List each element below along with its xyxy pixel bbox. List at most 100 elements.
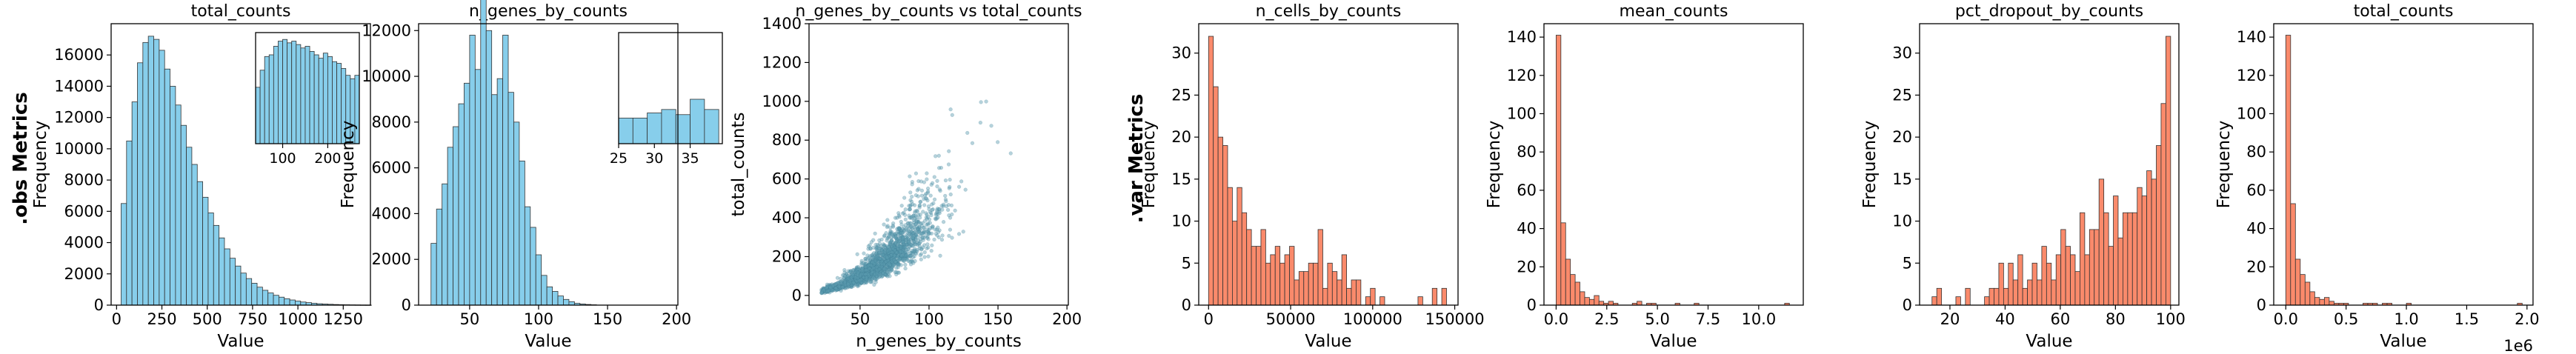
p3-point: [881, 253, 886, 258]
p3-point: [893, 241, 897, 246]
p1-title: total_counts: [191, 2, 291, 21]
p3-point: [884, 273, 888, 278]
p3-point: [863, 261, 868, 266]
p3-point: [888, 241, 892, 245]
p3-point: [890, 249, 894, 253]
p2-x-tick-label: 50: [460, 310, 480, 328]
p3-point: [874, 244, 879, 250]
p6-x-tick-label: 60: [2051, 310, 2071, 328]
p2-bar: [453, 126, 459, 306]
p3-x-tick-label: 50: [851, 310, 871, 328]
p1-inset-bar: [273, 46, 279, 144]
p3-point: [891, 251, 896, 256]
p3-point: [874, 264, 879, 269]
p3-point: [830, 284, 834, 289]
p3-point: [861, 261, 865, 266]
p2-x-tick-label: 150: [593, 310, 622, 328]
p3-point: [859, 273, 864, 278]
p3-point: [825, 287, 830, 292]
p3-point: [882, 267, 887, 271]
p3-point: [836, 285, 841, 290]
p3-point: [894, 236, 899, 241]
p3-point: [845, 278, 849, 283]
p3-point: [886, 258, 891, 262]
p3-point: [874, 267, 879, 272]
p3-point: [866, 273, 871, 278]
p3-point: [872, 266, 876, 270]
p3-point: [882, 267, 887, 271]
p3-x-tick-label: 200: [1052, 310, 1082, 328]
p3-point: [881, 272, 885, 276]
p3-point: [848, 281, 852, 285]
p3-point: [885, 258, 889, 264]
p2-bar: [436, 208, 443, 306]
p3-point: [825, 289, 830, 293]
p1-inset-bar: [264, 56, 270, 144]
p3-point: [891, 240, 895, 244]
p4-x-tick-label: 0: [1204, 310, 1214, 328]
p3-point: [888, 257, 893, 261]
p3-point: [881, 261, 885, 266]
p1-bar: [186, 147, 193, 306]
p3-point: [901, 227, 905, 231]
p3-point: [820, 289, 825, 293]
p1-bar: [245, 278, 253, 306]
p3-point: [896, 247, 900, 251]
p3-point: [855, 282, 860, 287]
p3-point: [916, 238, 920, 243]
p7-title: total_counts: [2354, 2, 2454, 21]
p1-bar: [251, 283, 258, 306]
p3-point: [925, 222, 930, 227]
p3-point: [919, 247, 924, 251]
p3-point: [882, 249, 886, 253]
p3-point: [898, 244, 902, 248]
p3-point: [842, 286, 847, 290]
p3-point: [918, 203, 922, 208]
p3-point: [847, 278, 851, 283]
p3-point: [920, 231, 925, 236]
p3-point: [897, 231, 902, 236]
p3-point: [890, 253, 894, 258]
p5-bar: [1594, 295, 1600, 306]
p3-point: [928, 221, 932, 225]
p3-point: [859, 276, 864, 281]
p4-bar: [1313, 262, 1319, 306]
p3-point: [850, 270, 854, 275]
p3-point: [851, 278, 856, 282]
p3-point: [868, 279, 873, 284]
p3-point: [880, 273, 885, 278]
p3-point: [891, 256, 895, 260]
p2-frame: [418, 23, 679, 306]
p6-bar: [2160, 103, 2166, 306]
p3-point: [826, 290, 831, 294]
p3-point: [870, 264, 874, 269]
p3-point: [876, 267, 880, 271]
p3-point: [854, 279, 859, 284]
p3-point: [847, 278, 852, 282]
p3-point: [933, 217, 938, 221]
p3-point: [869, 280, 873, 284]
p3-point: [897, 254, 902, 258]
p3-point: [859, 271, 863, 275]
p3-point: [902, 238, 907, 242]
p1-inset-x-tick-label: 100: [269, 150, 296, 167]
p3-point: [876, 265, 881, 270]
p3-point: [863, 276, 868, 281]
p3-point: [943, 197, 948, 201]
p7-bar: [2323, 297, 2330, 306]
p3-point: [866, 274, 871, 279]
p3-point: [881, 261, 885, 266]
p3-point: [914, 232, 919, 236]
p3-point: [836, 284, 841, 289]
p3-point: [874, 265, 879, 270]
p5-bar: [1588, 298, 1595, 306]
p3-point: [842, 284, 846, 289]
p4-bar: [1379, 296, 1385, 306]
p7-y-tick-label: 100: [2237, 104, 2266, 122]
p3-point: [911, 213, 916, 218]
p3-point: [919, 252, 924, 256]
p3-point: [897, 258, 902, 262]
